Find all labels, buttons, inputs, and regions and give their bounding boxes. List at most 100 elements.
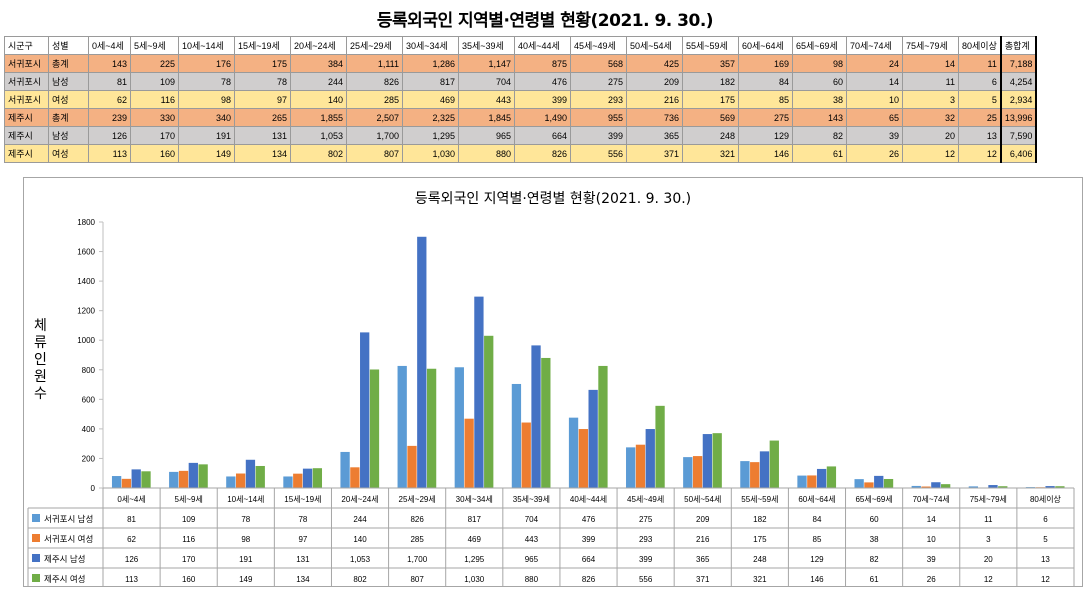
bar-2-13 xyxy=(807,475,817,488)
table-cell: 1,490 xyxy=(514,108,571,127)
table-cell: 10 xyxy=(846,90,903,109)
table-cell: 425 xyxy=(626,54,683,73)
bar-3-2 xyxy=(188,462,198,488)
bar-1-4 xyxy=(283,476,293,488)
bar-1-5 xyxy=(340,451,350,488)
table-cell: 여성 xyxy=(48,144,89,163)
data-label: 399 xyxy=(582,535,596,544)
y-tick-label: 1800 xyxy=(77,218,95,227)
bar-4-5 xyxy=(369,369,380,488)
table-cell: 140 xyxy=(290,90,347,109)
x-category-label: 80세이상 xyxy=(1030,494,1062,504)
bar-1-16 xyxy=(968,486,979,488)
data-label: 175 xyxy=(753,535,767,544)
x-category-label: 35세~39세 xyxy=(513,495,550,504)
data-label: 116 xyxy=(182,535,195,544)
data-label: 170 xyxy=(182,555,196,564)
x-category-label: 75세~79세 xyxy=(970,495,1007,504)
table-cell: 78 xyxy=(178,72,235,91)
bar-4-11 xyxy=(712,433,722,488)
legend-key-4 xyxy=(32,574,40,582)
bar-4-13 xyxy=(826,466,837,488)
bar-4-15 xyxy=(941,484,951,488)
data-label: 285 xyxy=(410,535,424,544)
x-category-label: 25세~29세 xyxy=(399,495,436,504)
data-label: 443 xyxy=(525,535,539,544)
table-cell: 143 xyxy=(88,54,131,73)
data-label: 82 xyxy=(870,555,879,564)
bar-chart: 등록외국인 지역별·연령별 현황(2021. 9. 30.)0200400600… xyxy=(27,191,1075,586)
table-cell: 11 xyxy=(957,54,1002,73)
table-cell: 14 xyxy=(846,72,903,91)
table-header-cell: 70세~74세 xyxy=(846,36,903,55)
bar-3-4 xyxy=(302,468,313,488)
bar-1-6 xyxy=(397,365,407,488)
table-cell: 26 xyxy=(846,144,903,163)
table-cell: 285 xyxy=(346,90,403,109)
table-row: 서귀포시 남성 81 109 78 78 244 826 817 704 476 275 209 182 8… xyxy=(4,72,1038,91)
bar-3-6 xyxy=(417,236,427,488)
bar-3-7 xyxy=(474,296,484,488)
bar-4-3 xyxy=(255,465,265,488)
bar-4-9 xyxy=(598,365,608,488)
table-cell: 826 xyxy=(346,72,403,91)
y-tick-label: 1600 xyxy=(77,248,95,257)
data-label: 275 xyxy=(639,515,653,524)
table-cell: 399 xyxy=(514,90,571,109)
table-cell: 60 xyxy=(792,72,847,91)
table-cell: 248 xyxy=(682,126,739,145)
data-label: 10 xyxy=(927,535,936,544)
table-cell: 134 xyxy=(234,144,291,163)
bar-2-8 xyxy=(521,422,531,488)
table-cell: 2,325 xyxy=(402,108,459,127)
bar-3-10 xyxy=(645,429,655,488)
bar-2-11 xyxy=(692,456,703,488)
data-label: 216 xyxy=(696,535,710,544)
table-header-cell: 15세~19세 xyxy=(234,36,291,55)
table-cell: 817 xyxy=(402,72,459,91)
table-cell: 7,590 xyxy=(999,126,1038,145)
bar-3-5 xyxy=(360,332,370,488)
data-label: 113 xyxy=(125,575,138,584)
table-cell: 25 xyxy=(957,108,1002,127)
table-cell: 146 xyxy=(738,144,793,163)
x-category-label: 45세~49세 xyxy=(627,495,664,504)
table-cell: 399 xyxy=(570,126,627,145)
table-header-cell: 65세~69세 xyxy=(792,36,847,55)
data-label: 817 xyxy=(468,515,482,524)
table-header-cell: 10세~14세 xyxy=(178,36,235,55)
page-title: 등록외국인 지역별·연령별 현황(2021. 9. 30.) xyxy=(376,11,714,31)
table-cell: 143 xyxy=(792,108,847,127)
table-cell: 664 xyxy=(514,126,571,145)
table-cell: 293 xyxy=(570,90,627,109)
bar-3-12 xyxy=(759,451,770,488)
table-cell: 880 xyxy=(458,144,515,163)
table-cell: 568 xyxy=(570,54,627,73)
bar-2-10 xyxy=(635,444,646,488)
y-tick-label: 600 xyxy=(82,395,96,404)
bar-4-1 xyxy=(141,471,151,488)
data-label: 39 xyxy=(927,555,936,564)
table-cell: 12 xyxy=(902,144,959,163)
data-label: 880 xyxy=(525,575,539,584)
data-label: 1,295 xyxy=(464,555,485,564)
table-cell: 62 xyxy=(88,90,131,109)
bar-2-14 xyxy=(864,482,874,488)
bar-2-7 xyxy=(464,418,474,488)
table-header-cell: 25세~29세 xyxy=(346,36,403,55)
data-label: 78 xyxy=(298,515,307,524)
table-header-cell: 20세~24세 xyxy=(290,36,347,55)
data-label: 61 xyxy=(870,575,879,584)
data-label: 244 xyxy=(353,515,367,524)
bar-3-9 xyxy=(588,389,598,488)
data-label: 3 xyxy=(986,535,991,544)
data-label: 182 xyxy=(753,515,767,524)
table-cell: 14 xyxy=(902,54,959,73)
data-label: 13 xyxy=(1041,555,1050,564)
table-header-cell: 35세~39세 xyxy=(458,36,515,55)
y-tick-label: 800 xyxy=(82,366,96,375)
y-tick-label: 1000 xyxy=(77,336,95,345)
data-label: 826 xyxy=(582,575,596,584)
table-row: 서귀포시 여성 62 116 98 97 140 285 469 443 399 293 216 175 8… xyxy=(4,90,1038,109)
table-cell: 149 xyxy=(178,144,235,163)
